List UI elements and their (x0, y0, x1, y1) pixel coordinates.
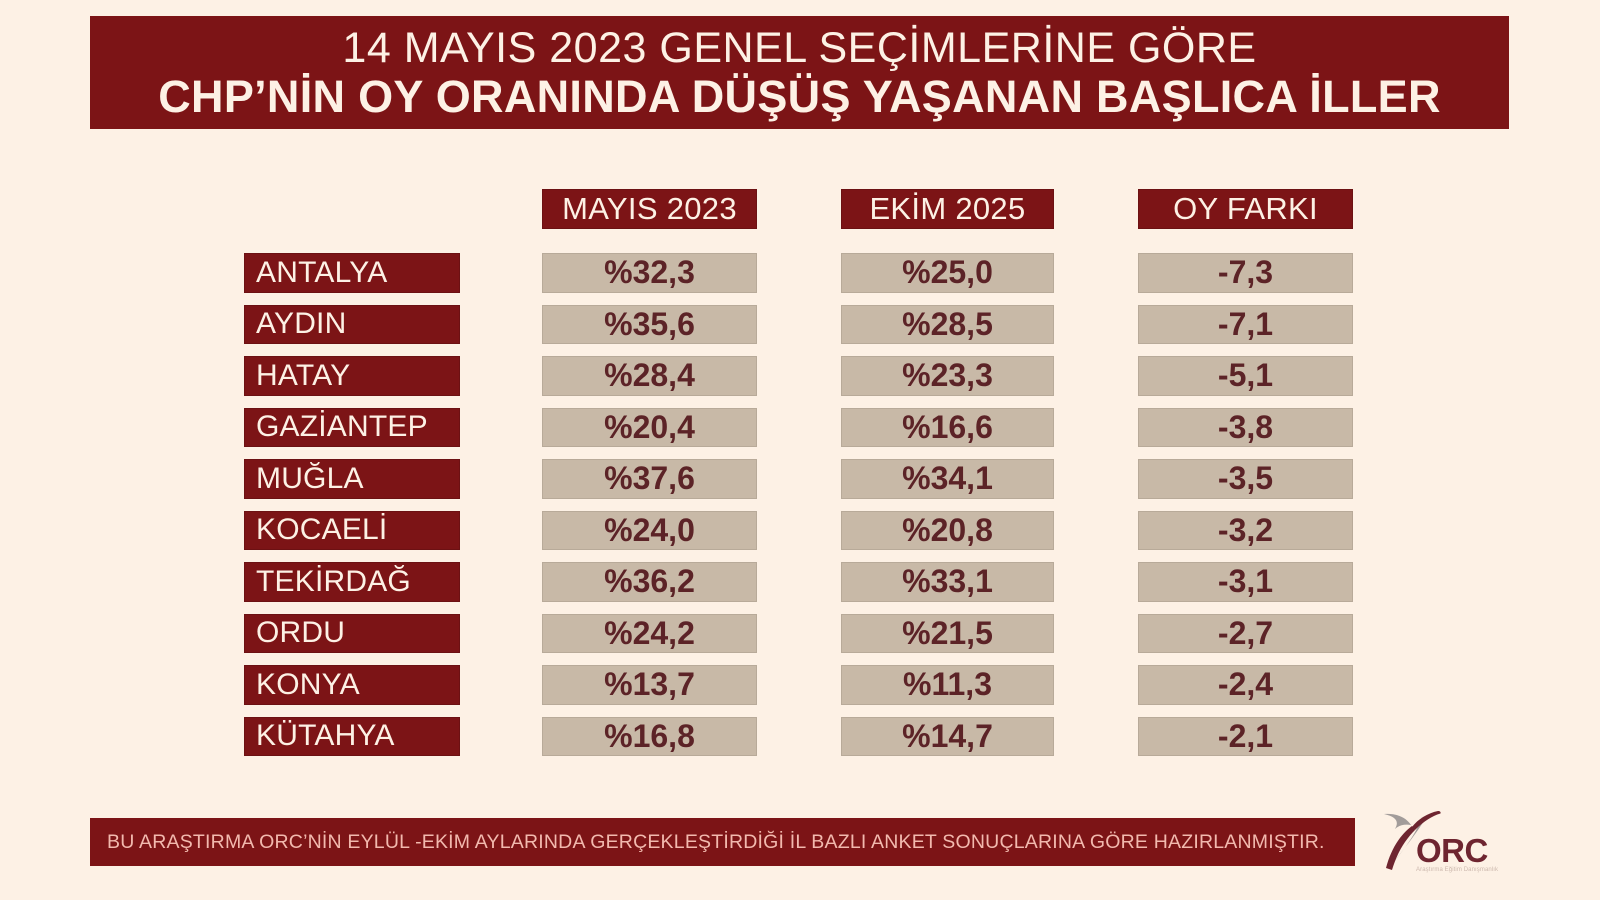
svg-text:Araştırma Eğitim Danışmanlık: Araştırma Eğitim Danışmanlık (1416, 867, 1499, 873)
svg-text:ORC: ORC (1416, 832, 1488, 869)
